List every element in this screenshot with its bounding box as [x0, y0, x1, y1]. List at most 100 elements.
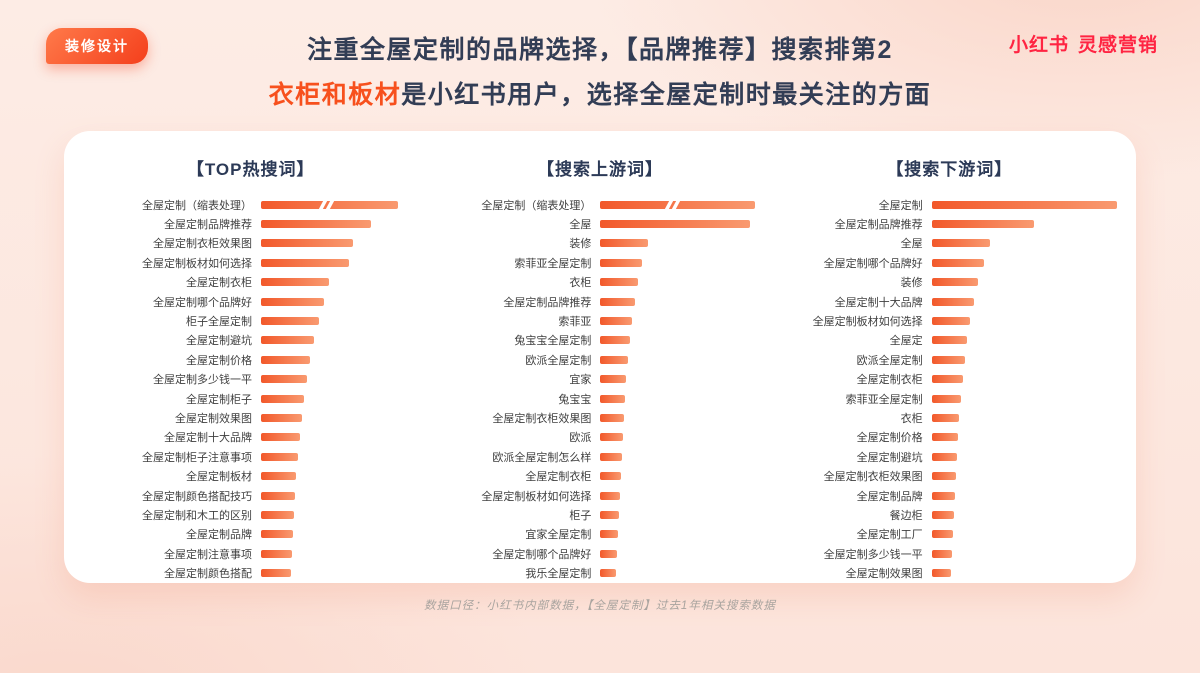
- bar: [931, 200, 1117, 209]
- bar-label: 全屋: [569, 219, 592, 232]
- bar-label: 全屋定制板材如何选择: [481, 490, 592, 503]
- chart-row: 衣柜: [425, 273, 774, 292]
- chart-row: 欧派全屋定制: [775, 350, 1124, 369]
- page-footer: 数据口径：小红书内部数据，【全屋定制】过去1年相关搜索数据: [0, 597, 1200, 613]
- chart-row: 全屋定制板材如何选择: [775, 311, 1124, 330]
- bar: [600, 317, 633, 326]
- bar: [600, 297, 636, 306]
- bar-label: 索菲亚全屋定制: [514, 257, 592, 270]
- bar: [600, 549, 618, 558]
- chart-row: 兔宝宝: [425, 389, 774, 408]
- bar: [261, 258, 349, 267]
- bar-label: 全屋定制多少钱一平: [153, 374, 252, 387]
- bar: [261, 375, 307, 384]
- charts-container: 【TOP热搜词】 全屋定制（缩表处理） 全屋定制品牌推荐 全屋定制衣柜效果图 全屋定制板…: [76, 155, 1124, 580]
- title-line2: 衣柜和板材是小红书用户，选择全屋定制时最关注的方面: [0, 75, 1200, 111]
- bar: [600, 491, 621, 500]
- bar: [931, 297, 974, 306]
- bar: [261, 569, 291, 578]
- bar: [931, 452, 957, 461]
- chart-row: 柜子全屋定制: [76, 311, 425, 330]
- bar-label: 欧派全屋定制: [856, 354, 923, 367]
- chart-row: 全屋定制板材如何选择: [425, 486, 774, 505]
- bar: [600, 472, 622, 481]
- bar: [600, 510, 620, 519]
- bar-label: 全屋定制价格: [856, 432, 923, 445]
- bar: [931, 569, 951, 578]
- bar: [600, 375, 627, 384]
- chart-row: 全屋定制哪个品牌好: [425, 544, 774, 563]
- axis-break-mark: [319, 198, 335, 212]
- bar-label: 柜子全屋定制: [186, 316, 252, 329]
- bar-label: 餐边柜: [889, 509, 923, 522]
- bar: [261, 278, 329, 287]
- category-badge: 装修设计: [46, 28, 148, 64]
- bar-label: 欧派全屋定制: [525, 354, 592, 367]
- chart-row: 装修: [425, 234, 774, 253]
- chart-row: 全屋定制颜色搭配: [76, 563, 425, 582]
- bar: [261, 413, 302, 422]
- bar: [600, 394, 626, 403]
- bar-label: 全屋定制衣柜效果图: [492, 412, 592, 425]
- bar: [931, 317, 970, 326]
- bar: [600, 220, 751, 229]
- bar-label: 兔宝宝全屋定制: [514, 335, 592, 348]
- chart-row: 欧派: [425, 428, 774, 447]
- bar-label: 全屋定制品牌推荐: [503, 296, 592, 309]
- bar: [931, 549, 952, 558]
- chart-row: 全屋定制避坑: [76, 331, 425, 350]
- bar: [931, 394, 961, 403]
- chart-row: 全屋定: [775, 331, 1124, 350]
- data-source-caption: 数据口径：小红书内部数据，【全屋定制】过去1年相关搜索数据: [424, 600, 776, 612]
- bar-label: 全屋定制品牌推荐: [834, 219, 923, 232]
- chart-row: 全屋定制柜子注意事项: [76, 447, 425, 466]
- bar: [931, 239, 990, 248]
- bar-label: 全屋定制多少钱一平: [823, 548, 923, 561]
- bar: [931, 530, 953, 539]
- chart-row: 全屋定制注意事项: [76, 544, 425, 563]
- chart-row: 全屋定制哪个品牌好: [775, 253, 1124, 272]
- chart-row: 索菲亚全屋定制: [775, 389, 1124, 408]
- logo-brand: 小红书: [1008, 35, 1069, 56]
- bar-label: 全屋定制十大品牌: [834, 296, 923, 309]
- bar-label: 衣柜: [569, 277, 592, 290]
- chart-row: 全屋定制衣柜效果图: [76, 234, 425, 253]
- bar-label: 全屋定制效果图: [845, 568, 923, 581]
- bar: [600, 336, 631, 345]
- chart-row: 全屋定制避坑: [775, 447, 1124, 466]
- bar-label: 宜家: [569, 374, 592, 387]
- bar-label: 全屋定制颜色搭配: [164, 568, 252, 581]
- bar-label: 全屋定制和木工的区别: [142, 509, 252, 522]
- chart-row: 全屋定制品牌推荐: [425, 292, 774, 311]
- chart-row: 全屋定制衣柜效果图: [775, 466, 1124, 485]
- bar: [600, 258, 643, 267]
- chart-row: 全屋定制效果图: [775, 563, 1124, 582]
- chart-row: 全屋定制（缩表处理）: [76, 195, 425, 214]
- chart-column-2: 【搜索上游词】 全屋定制（缩表处理） 全屋 装修 索菲亚全屋定制 衣柜 全屋定制品牌推荐 索菲…: [425, 155, 774, 580]
- chart-row: 宜家: [425, 370, 774, 389]
- bar-label: 全屋定制衣柜: [856, 374, 923, 387]
- axis-break-mark: [665, 198, 681, 212]
- bar: [931, 278, 978, 287]
- bar: [261, 317, 319, 326]
- bar: [600, 433, 624, 442]
- chart-row: 全屋定制品牌推荐: [775, 214, 1124, 233]
- chart-row: 全屋定制板材如何选择: [76, 253, 425, 272]
- bar: [600, 452, 623, 461]
- chart-row: 全屋: [425, 214, 774, 233]
- chart-row: 全屋定制十大品牌: [775, 292, 1124, 311]
- chart-row: 全屋定制多少钱一平: [76, 370, 425, 389]
- bar-label: 装修: [900, 277, 923, 290]
- chart-row: 全屋定制价格: [76, 350, 425, 369]
- chart-row: 全屋定制: [775, 195, 1124, 214]
- bar-label: 索菲亚: [558, 316, 592, 329]
- bar-label: 全屋定: [889, 335, 923, 348]
- bar-label: 宜家全屋定制: [525, 529, 592, 542]
- bar-label: 柜子: [569, 509, 592, 522]
- bar: [261, 491, 295, 500]
- bar: [600, 239, 649, 248]
- chart-row: 索菲亚全屋定制: [425, 253, 774, 272]
- bar-label: 全屋定制十大品牌: [164, 432, 252, 445]
- bar: [931, 510, 954, 519]
- chart-row: 餐边柜: [775, 505, 1124, 524]
